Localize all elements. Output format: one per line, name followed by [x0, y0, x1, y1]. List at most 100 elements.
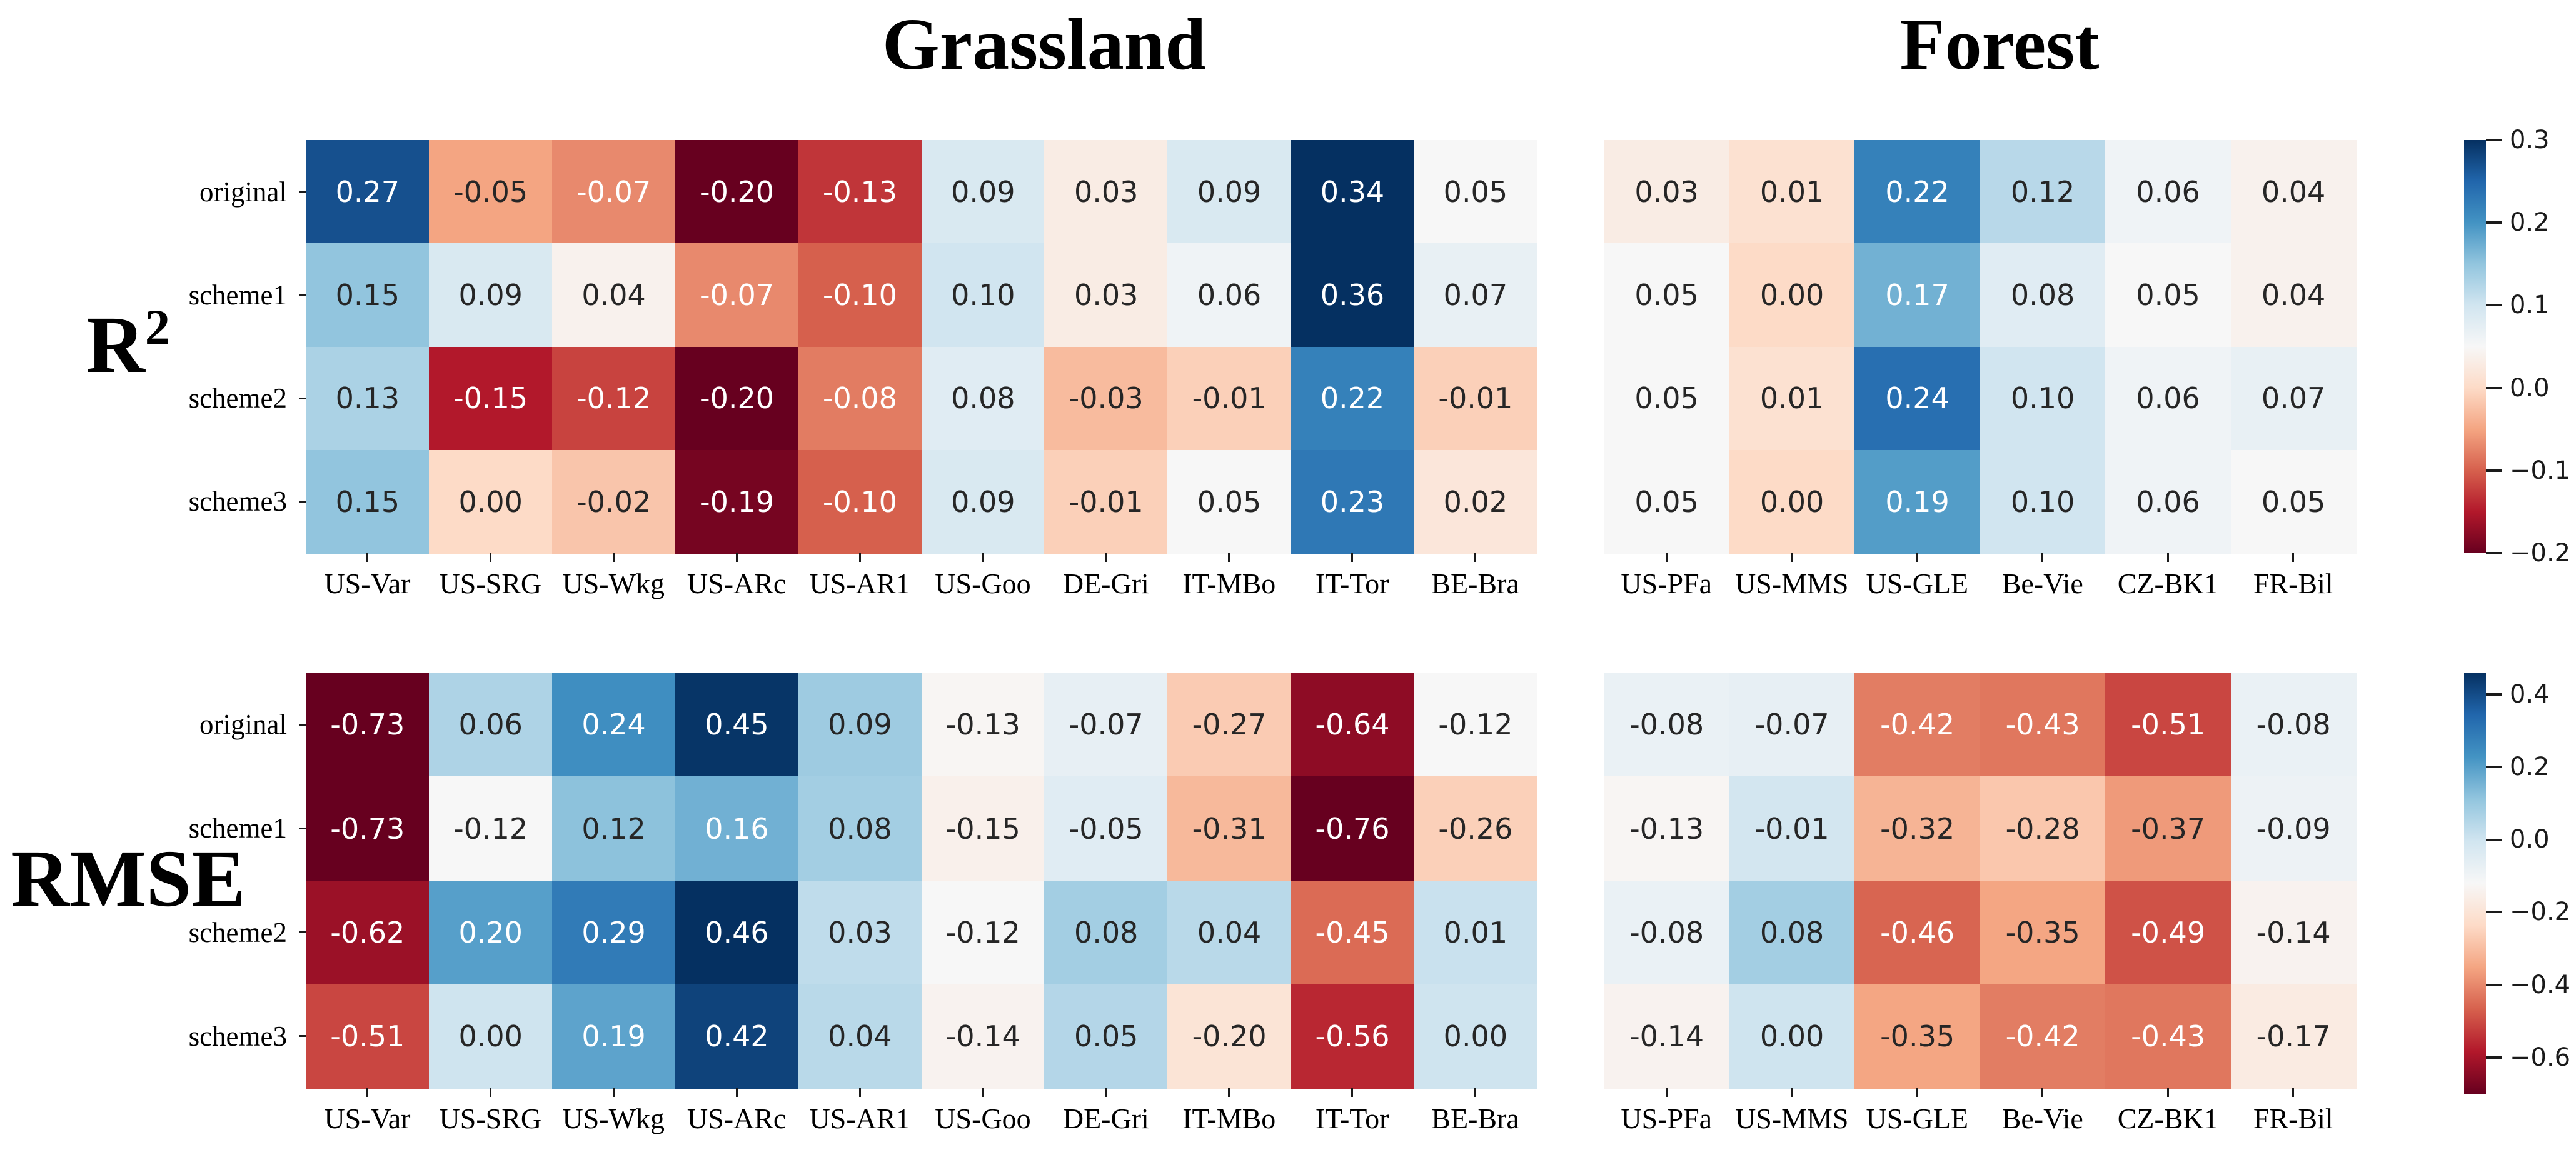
- heatmap-cell: -0.19: [675, 449, 799, 554]
- heatmap-cell: 0.12: [551, 776, 676, 881]
- heatmap-cell: -0.07: [551, 140, 676, 244]
- heatmap-cell: -0.08: [1604, 673, 1730, 777]
- heatmap-cell: 0.06: [2105, 449, 2231, 554]
- heatmap-cell: 0.06: [428, 673, 553, 777]
- heatmap-cell: 0.24: [1854, 346, 1981, 451]
- x-axis-label: US-Goo: [935, 568, 1031, 599]
- x-axis-label: FR-Bil: [2253, 568, 2333, 599]
- y-axis-tick: [299, 1035, 306, 1038]
- metric-label-rmse: RMSE: [11, 832, 246, 926]
- heatmap-cell: -0.08: [798, 346, 922, 451]
- colorbar-tick: [2486, 1056, 2502, 1059]
- x-axis-tick: [366, 553, 368, 562]
- y-axis-tick: [299, 294, 306, 296]
- heatmap-cell: 0.05: [1167, 449, 1291, 554]
- colorbar-r2: 0.3 0.2 0.1 0.0 −0.1 −0.2: [2464, 126, 2576, 568]
- colorbar-gradient: [2464, 673, 2486, 1094]
- colorbar-tick: [2486, 983, 2502, 986]
- heatmap-cell: 0.00: [1729, 449, 1855, 554]
- heatmap-cell: -0.20: [675, 140, 799, 244]
- y-axis-label: original: [199, 176, 287, 208]
- heatmap-cell: 0.00: [428, 984, 553, 1089]
- heatmap-cell: 0.16: [675, 776, 799, 881]
- x-axis-tick: [1105, 1088, 1107, 1097]
- heatmap-cell: -0.14: [921, 984, 1045, 1089]
- heatmap-cell: 0.06: [2105, 346, 2231, 451]
- x-axis-tick: [858, 553, 861, 562]
- heatmap-cell: -0.49: [2105, 880, 2231, 985]
- x-axis-tick: [612, 553, 615, 562]
- y-axis-label: scheme1: [188, 813, 287, 844]
- x-axis-label: DE-Gri: [1062, 568, 1149, 599]
- x-axis-label: US-Wkg: [562, 568, 665, 599]
- heatmap-cell: 0.03: [1044, 243, 1168, 348]
- heatmap-cell: 0.08: [1044, 880, 1168, 985]
- heatmap-cell: -0.05: [428, 140, 553, 244]
- heatmap-cell: 0.15: [306, 243, 430, 348]
- heatmap-cell: -0.31: [1167, 776, 1291, 881]
- colorbar-tick: [2486, 139, 2502, 141]
- colorbar-tick-label: 0.0: [2510, 825, 2550, 854]
- heatmap-cell: -0.20: [1167, 984, 1291, 1089]
- y-axis-tick: [299, 397, 306, 399]
- heatmap-cell: 0.46: [675, 880, 799, 985]
- x-axis-label: US-Var: [324, 568, 411, 599]
- heatmap-cell: -0.43: [1980, 673, 2106, 777]
- heatmap-cell: 0.19: [1854, 449, 1981, 554]
- heatmap-cell: 0.22: [1854, 140, 1981, 244]
- heatmap-cell: 0.12: [1980, 140, 2106, 244]
- x-axis-tick: [1791, 1088, 1793, 1097]
- heatmap-cell: -0.01: [1414, 346, 1537, 451]
- heatmap-cell: -0.62: [306, 880, 430, 985]
- heatmap-cell: -0.42: [1980, 984, 2106, 1089]
- x-axis-label: US-GLE: [1866, 568, 1969, 599]
- heatmap-cell: 0.10: [1980, 449, 2106, 554]
- y-axis-tick: [299, 723, 306, 726]
- x-axis-tick: [1474, 553, 1477, 562]
- heatmap-rmse-grassland: -0.73 0.06 0.24 0.45 0.09 -0.13 -0.07 -0.27 -0.6…: [189, 673, 1537, 1134]
- heatmap-cell: 0.08: [1729, 880, 1855, 985]
- heatmap-cell: 0.00: [1729, 984, 1855, 1089]
- heatmap-cell: 0.05: [1604, 243, 1730, 348]
- heatmap-cell: 0.05: [1414, 140, 1537, 244]
- heatmap-cell: -0.07: [1044, 673, 1168, 777]
- heatmap-cell: -0.27: [1167, 673, 1291, 777]
- heatmap-cell: -0.28: [1980, 776, 2106, 881]
- x-axis-label: Be-Vie: [2001, 568, 2083, 599]
- heatmap-cell: -0.08: [1604, 880, 1730, 985]
- x-axis-label: IT-Tor: [1315, 568, 1389, 599]
- heatmap-cell: 0.10: [921, 243, 1045, 348]
- heatmap-cell: 0.09: [921, 449, 1045, 554]
- colorbar-tick: [2486, 766, 2502, 768]
- heatmap-cell: 0.04: [2230, 140, 2357, 244]
- colorbar-tick-label: 0.4: [2510, 679, 2550, 709]
- x-axis-label: US-PFa: [1621, 568, 1713, 599]
- heatmap-cell: 0.15: [306, 449, 430, 554]
- heatmap-cell: -0.09: [2230, 776, 2357, 881]
- heatmap-cell: 0.09: [1167, 140, 1291, 244]
- x-axis-tick: [858, 1088, 861, 1097]
- y-axis-label: scheme1: [188, 279, 287, 311]
- colorbar-rmse: 0.4 0.2 0.0 −0.2 −0.4 −0.6: [2464, 673, 2576, 1094]
- metric-label-r2: R2: [86, 298, 170, 392]
- x-axis-label: US-SRG: [439, 568, 542, 599]
- heatmap-cell: -0.42: [1854, 673, 1981, 777]
- heatmap-cell: 0.01: [1729, 140, 1855, 244]
- heatmap-cell: 0.45: [675, 673, 799, 777]
- heatmap-r2-grassland: 0.27 -0.05 -0.07 -0.20 -0.13 0.09 0.03 0.09 0.34…: [189, 140, 1537, 599]
- heatmap-cell: 0.23: [1291, 449, 1414, 554]
- heatmap-cell: 0.05: [2230, 449, 2357, 554]
- heatmap-cell: 0.04: [1167, 880, 1291, 985]
- metric-label-rmse-text: RMSE: [11, 834, 246, 924]
- x-axis-tick: [1916, 553, 1918, 562]
- heatmap-cell: -0.15: [428, 346, 553, 451]
- heatmap-cell: -0.13: [798, 140, 922, 244]
- x-axis-tick: [735, 1088, 738, 1097]
- heatmap-cell: -0.14: [1604, 984, 1730, 1089]
- colorbar-tick: [2486, 386, 2502, 389]
- x-axis-label: DE-Gri: [1062, 1103, 1149, 1134]
- group-title-grassland: Grassland: [882, 3, 1207, 85]
- x-axis-tick: [2292, 1088, 2295, 1097]
- heatmap-cell: 0.04: [551, 243, 676, 348]
- x-axis-label: BE-Bra: [1431, 1103, 1519, 1134]
